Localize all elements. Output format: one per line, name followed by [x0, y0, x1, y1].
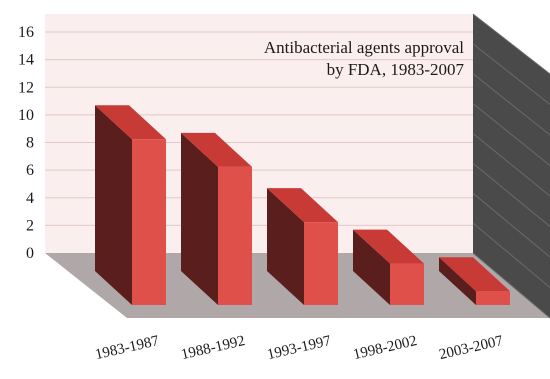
side-wall-line	[472, 222, 550, 288]
x-tick-label: 1993-1997	[266, 333, 333, 363]
chart-title-line-1: Antibacterial agents approval	[264, 38, 464, 57]
bar-top	[439, 257, 510, 292]
x-axis-ticks: 1983-1987 1988-1992 1993-1997 1998-2002 2003…	[94, 333, 505, 363]
y-tick-label: 14	[18, 52, 34, 69]
bars	[95, 105, 510, 305]
y-tick-label: 16	[18, 24, 34, 41]
bar	[132, 139, 166, 305]
bar	[218, 166, 252, 305]
side-wall-line	[472, 192, 550, 258]
y-tick-label: 2	[26, 217, 34, 234]
y-tick-label: 6	[26, 162, 34, 179]
bar-side	[353, 229, 390, 305]
side-wall-line	[472, 73, 550, 136]
bar-top	[353, 229, 424, 264]
x-tick-label: 2003-2007	[438, 333, 505, 363]
bar	[476, 291, 510, 305]
bar-top	[267, 188, 338, 223]
side-wall-line	[472, 162, 550, 227]
y-tick-label: 4	[26, 190, 34, 207]
bar-side	[95, 105, 132, 305]
side-wall-line	[472, 103, 550, 166]
side-wall-hatch	[472, 13, 550, 319]
chart-title-line-2: by FDA, 1983-2007	[327, 60, 465, 79]
bar-side	[439, 257, 476, 305]
bar	[304, 222, 338, 305]
side-wall-line	[472, 252, 550, 319]
bar-top	[181, 132, 252, 167]
y-tick-label: 12	[18, 79, 34, 96]
bar	[390, 263, 424, 305]
x-tick-label: 1988-1992	[180, 333, 247, 363]
y-tick-label: 0	[26, 245, 34, 262]
x-tick-label: 1983-1987	[94, 333, 161, 363]
side-wall-line	[472, 13, 550, 75]
side-wall-line	[472, 43, 550, 105]
x-tick-label: 1998-2002	[352, 333, 419, 363]
bar-top	[95, 105, 166, 140]
bar-side	[267, 188, 304, 305]
side-wall-line	[472, 133, 550, 197]
y-tick-label: 8	[26, 135, 34, 152]
y-tick-label: 10	[18, 107, 34, 124]
bar-side	[181, 132, 218, 305]
side-wall	[473, 14, 550, 318]
y-axis-ticks: 0 2 4 6 8 10 12 14 16	[18, 24, 34, 262]
